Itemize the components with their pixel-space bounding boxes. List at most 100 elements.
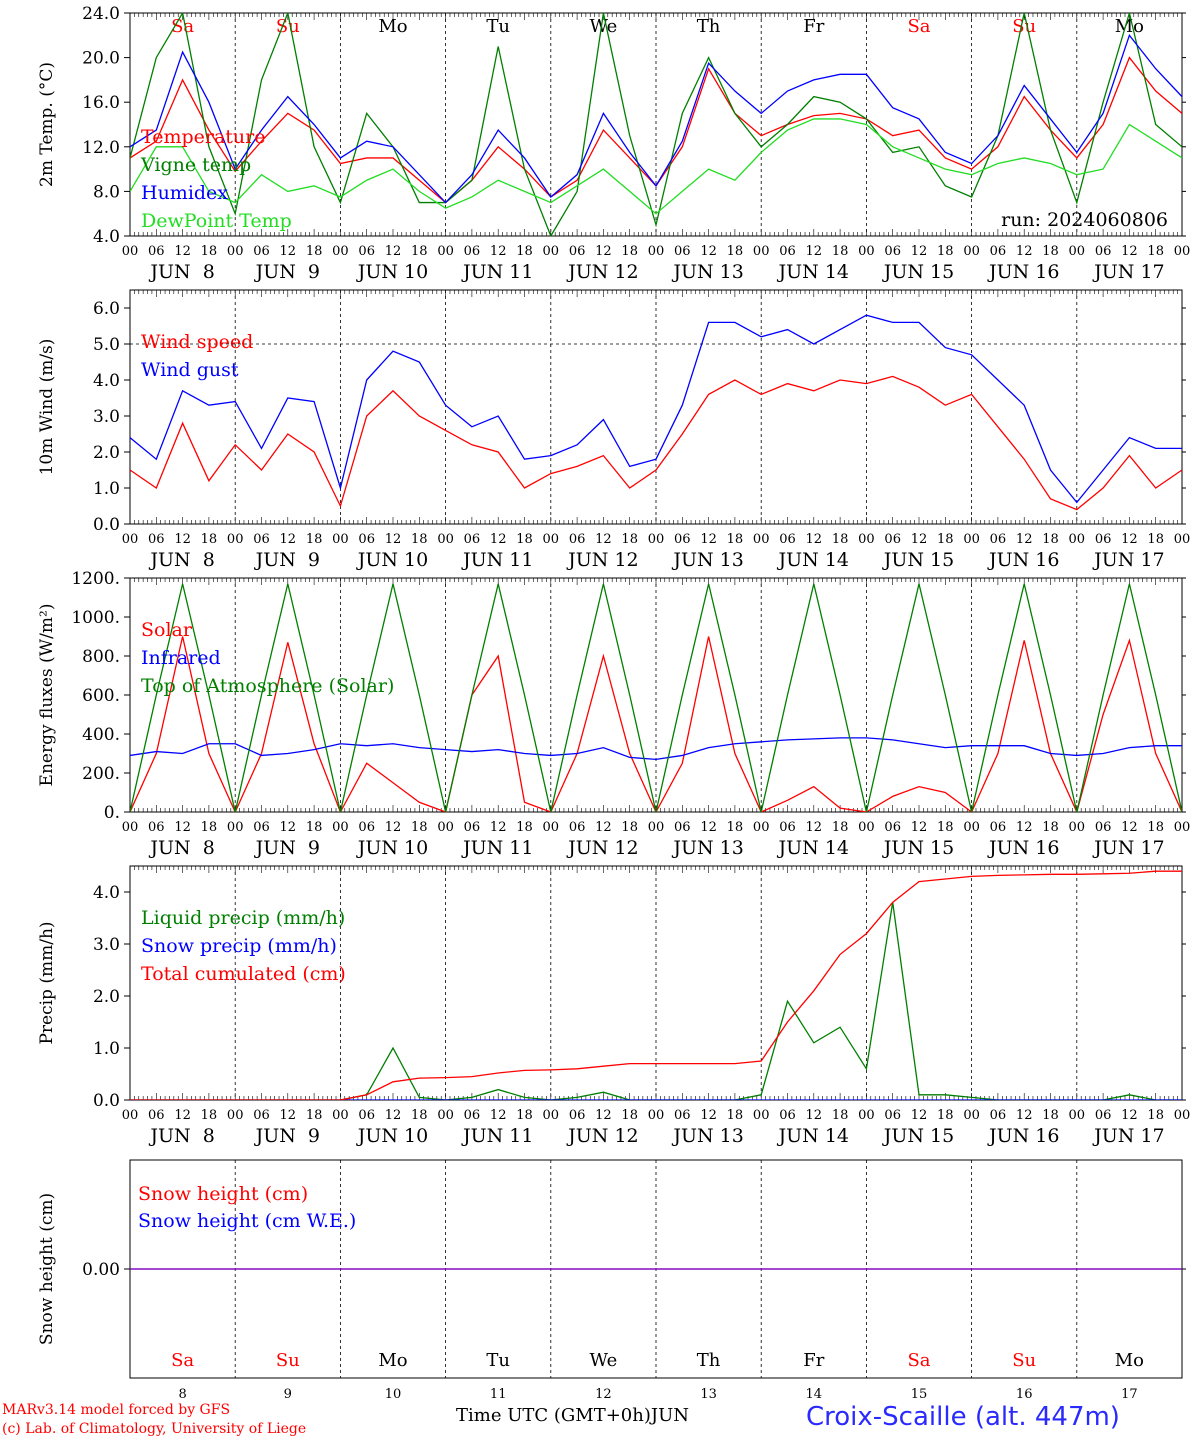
x-hour-label: 12 xyxy=(174,1108,191,1123)
x-hour-label: 06 xyxy=(990,244,1007,259)
x-hour-label: 00 xyxy=(753,820,770,835)
x-hour-label: 06 xyxy=(674,820,691,835)
day-name-label: Mo xyxy=(378,1350,407,1371)
y-tick-label: 0.0 xyxy=(93,1091,120,1111)
y-tick-label: 1200. xyxy=(71,569,120,589)
day-name-label: Sa xyxy=(171,1350,194,1371)
x-hour-label: 18 xyxy=(516,244,533,259)
y-tick-label: 2.0 xyxy=(93,987,120,1007)
x-date-label: JUN 13 xyxy=(671,837,743,859)
x-hour-label: 00 xyxy=(858,1108,875,1123)
x-hour-label: 06 xyxy=(358,820,375,835)
x-hour-label: 18 xyxy=(516,820,533,835)
x-hour-label: 12 xyxy=(700,1108,717,1123)
x-date-label: JUN 8 xyxy=(148,837,214,859)
day-number-label: 10 xyxy=(385,1387,402,1402)
x-hour-label: 06 xyxy=(358,244,375,259)
y-tick-label: 24.0 xyxy=(82,4,120,24)
y-tick-label: 2.0 xyxy=(93,443,120,463)
x-hour-label: 06 xyxy=(884,820,901,835)
series-line-total-cumulated-cm- xyxy=(130,870,1182,1100)
x-hour-label: 00 xyxy=(1174,532,1191,547)
x-hour-label: 18 xyxy=(201,532,218,547)
day-name-label: Su xyxy=(1012,1350,1036,1371)
x-hour-label: 06 xyxy=(253,820,270,835)
series-line-infrared xyxy=(130,737,1182,761)
x-hour-label: 00 xyxy=(1174,244,1191,259)
x-hour-label: 00 xyxy=(753,1108,770,1123)
x-hour-label: 18 xyxy=(201,820,218,835)
x-hour-label: 18 xyxy=(1042,244,1059,259)
x-hour-label: 00 xyxy=(437,820,454,835)
day-name-label: Mo xyxy=(378,16,407,37)
x-date-label: JUN 12 xyxy=(566,549,638,571)
x-hour-label: 18 xyxy=(727,532,744,547)
y-tick-label: 1.0 xyxy=(93,1039,120,1059)
x-hour-label: 00 xyxy=(648,532,665,547)
legend-entry: Solar xyxy=(141,619,193,641)
x-hour-label: 00 xyxy=(753,244,770,259)
x-hour-label: 18 xyxy=(306,820,323,835)
x-date-label: JUN 16 xyxy=(987,837,1059,859)
x-hour-label: 18 xyxy=(621,1108,638,1123)
x-hour-label: 18 xyxy=(1147,1108,1164,1123)
x-hour-label: 18 xyxy=(1042,532,1059,547)
x-hour-label: 06 xyxy=(464,244,481,259)
x-hour-label: 18 xyxy=(1042,1108,1059,1123)
x-hour-label: 06 xyxy=(148,532,165,547)
plot-frame-1 xyxy=(129,12,1183,237)
x-hour-label: 12 xyxy=(1121,532,1138,547)
y-axis-label: Precip (mm/h) xyxy=(37,921,57,1044)
x-date-label: JUN 17 xyxy=(1092,837,1164,859)
x-hour-label: 18 xyxy=(832,820,849,835)
day-name-label: Sa xyxy=(171,16,194,37)
x-hour-label: 12 xyxy=(595,532,612,547)
y-tick-label: 4.0 xyxy=(93,371,120,391)
x-hour-label: 00 xyxy=(753,532,770,547)
y-tick-label: 20.0 xyxy=(82,49,120,69)
x-hour-label: 06 xyxy=(464,820,481,835)
x-date-label: JUN 15 xyxy=(882,1125,954,1147)
x-hour-label: 00 xyxy=(543,532,560,547)
x-hour-label: 12 xyxy=(174,532,191,547)
x-hour-label: 12 xyxy=(595,820,612,835)
day-name-label: Mo xyxy=(1115,16,1144,37)
x-hour-label: 12 xyxy=(1016,244,1033,259)
x-hour-label: 18 xyxy=(516,532,533,547)
y-tick-label: 5.0 xyxy=(93,335,120,355)
x-hour-label: 06 xyxy=(779,532,796,547)
x-hour-label: 12 xyxy=(595,1108,612,1123)
x-hour-label: 06 xyxy=(148,820,165,835)
series-line-wind-gust xyxy=(130,314,1182,504)
x-hour-label: 12 xyxy=(1016,532,1033,547)
x-hour-label: 18 xyxy=(1147,532,1164,547)
x-hour-label: 06 xyxy=(1095,820,1112,835)
site-label: Croix-Scaille (alt. 447m) xyxy=(806,1402,1120,1432)
y-tick-label: 600. xyxy=(82,686,120,706)
legend-entry: Infrared xyxy=(141,647,221,669)
x-hour-label: 00 xyxy=(332,820,349,835)
day-name-label: Su xyxy=(276,1350,300,1371)
x-hour-label: 06 xyxy=(674,1108,691,1123)
x-hour-label: 12 xyxy=(385,1108,402,1123)
legend-entry: Humidex xyxy=(141,182,228,204)
x-hour-label: 00 xyxy=(1069,1108,1086,1123)
x-hour-label: 12 xyxy=(911,532,928,547)
x-date-label: JUN 10 xyxy=(356,261,428,283)
y-tick-label: 1.0 xyxy=(93,479,120,499)
x-hour-label: 18 xyxy=(201,1108,218,1123)
legend-entry: Wind speed xyxy=(141,331,253,353)
y-tick-label: 200. xyxy=(82,764,120,784)
x-hour-label: 00 xyxy=(227,532,244,547)
x-hour-label: 00 xyxy=(543,1108,560,1123)
x-hour-label: 00 xyxy=(332,244,349,259)
x-hour-label: 00 xyxy=(227,1108,244,1123)
x-hour-label: 00 xyxy=(122,244,139,259)
x-date-label: JUN 15 xyxy=(882,549,954,571)
x-hour-label: 00 xyxy=(1174,820,1191,835)
time-axis-label: Time UTC (GMT+0h)JUN xyxy=(456,1405,690,1426)
x-hour-label: 12 xyxy=(911,820,928,835)
x-hour-label: 12 xyxy=(700,532,717,547)
x-hour-label: 18 xyxy=(937,1108,954,1123)
y-tick-label: 12.0 xyxy=(82,138,120,158)
